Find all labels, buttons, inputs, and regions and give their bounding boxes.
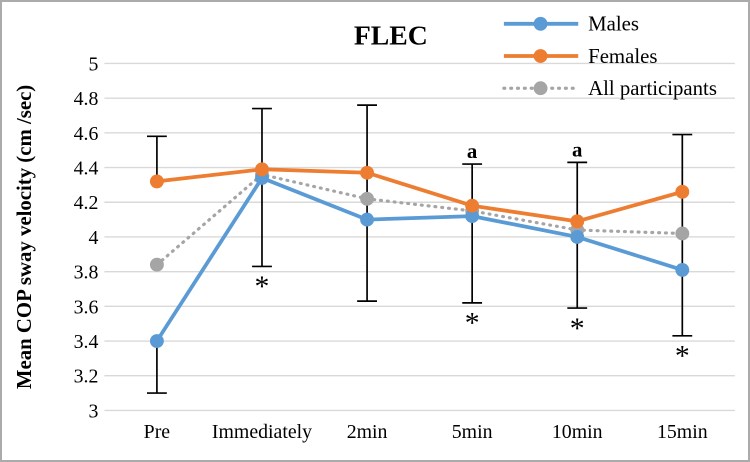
legend-label: All participants — [588, 76, 717, 100]
y-tick-label: 3.6 — [74, 296, 99, 318]
x-tick-label: 2min — [347, 421, 388, 443]
y-tick-label: 3.8 — [74, 262, 99, 284]
data-point-females — [255, 162, 269, 177]
data-point-males — [360, 212, 375, 227]
annotation-asterisk: * — [465, 307, 480, 340]
data-point-all-participants — [675, 226, 690, 241]
annotation-asterisk: * — [570, 312, 585, 345]
legend-marker — [533, 49, 548, 63]
data-point-females — [465, 198, 480, 213]
data-point-males — [675, 262, 690, 277]
chart-title: FLEC — [354, 21, 428, 52]
series-line-females — [156, 167, 683, 224]
data-point-females — [570, 214, 585, 229]
y-tick-label: 5 — [89, 53, 99, 75]
legend-label: Males — [588, 12, 639, 36]
annotation-asterisk: * — [675, 340, 690, 373]
x-tick-label: 5min — [452, 421, 493, 443]
annotation-a: a — [572, 137, 583, 161]
y-tick-label: 3.4 — [74, 331, 99, 353]
annotation-asterisk: * — [255, 270, 270, 303]
legend-item: Males — [503, 12, 639, 36]
x-tick-label: Pre — [144, 421, 171, 443]
legend-item: Females — [503, 44, 657, 68]
legend-marker — [533, 16, 548, 31]
data-point-males — [465, 209, 480, 224]
y-tick-label: 4.8 — [74, 88, 99, 110]
x-tick-label: 15min — [657, 421, 708, 443]
y-axis-tick-labels: 5 4.8 4.6 4.4 4.2 4 3.8 3.6 3.4 3.2 3 — [74, 53, 99, 422]
annotation-a: a — [467, 139, 478, 163]
series-lines — [149, 162, 690, 348]
legend: Males Females All participants — [502, 12, 717, 100]
legend-marker — [533, 81, 548, 96]
y-tick-label: 4.4 — [74, 157, 99, 179]
data-point-all-participants — [360, 191, 375, 206]
data-point-males — [149, 334, 164, 348]
x-tick-label: 10min — [552, 421, 603, 443]
y-tick-label: 4.6 — [74, 123, 99, 145]
data-point-all-participants — [149, 257, 164, 272]
series-line-males — [155, 175, 683, 343]
data-point-females — [149, 174, 164, 189]
y-tick-label: 3.2 — [74, 366, 99, 388]
x-tick-label: Immediately — [212, 421, 312, 443]
data-point-males — [570, 230, 585, 244]
significance-annotations: * a * a * * — [255, 137, 690, 372]
data-point-females — [360, 165, 375, 180]
y-axis-title: Mean COP sway velocity (cm /sec) — [12, 85, 36, 389]
legend-label: Females — [588, 44, 657, 68]
x-axis-tick-labels: Pre Immediately 2min 5min 10min 15min — [144, 421, 708, 443]
y-tick-label: 4.2 — [74, 192, 99, 214]
data-point-females — [675, 184, 690, 199]
y-tick-label: 4 — [89, 227, 99, 249]
series-line-all-participants — [155, 172, 684, 267]
gridlines — [104, 62, 735, 412]
y-tick-label: 3 — [89, 400, 99, 422]
legend-item: All participants — [502, 76, 717, 100]
